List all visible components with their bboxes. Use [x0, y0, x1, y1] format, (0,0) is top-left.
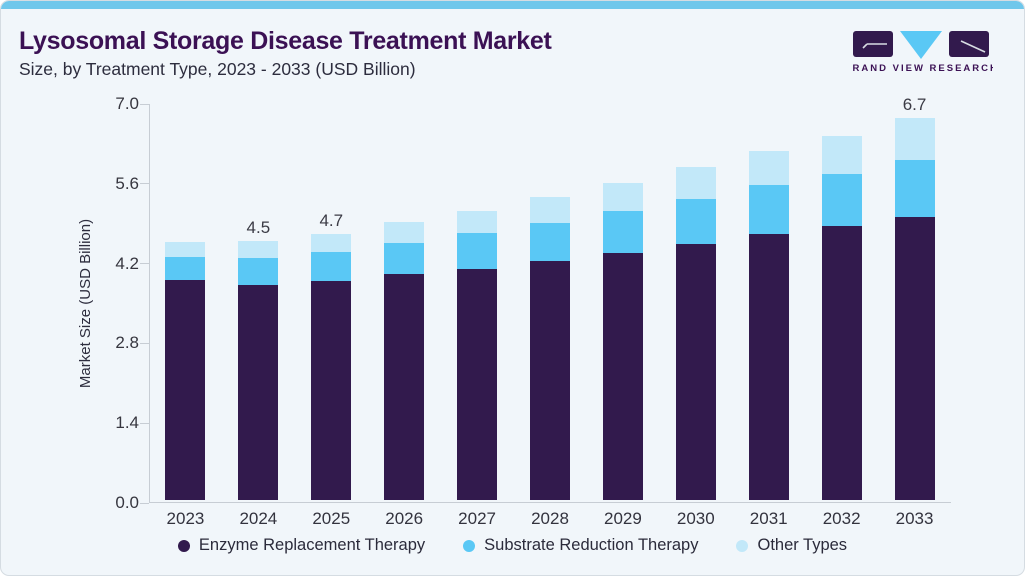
bar-2031: [748, 151, 789, 500]
bar-2025: [311, 233, 352, 500]
y-tick-mark: [140, 103, 149, 105]
bar-2026: [384, 222, 425, 500]
bar-segment: [748, 234, 789, 500]
y-tick-mark: [140, 422, 149, 424]
legend-dot-icon: [463, 539, 476, 552]
legend-dot-icon: [736, 539, 749, 552]
bar-segment: [675, 244, 716, 500]
y-axis-title: Market Size (USD Billion): [77, 218, 95, 389]
y-tick-mark: [140, 342, 149, 344]
y-tick-label: 5.6: [115, 173, 139, 193]
x-axis-label-2031: 2031: [749, 509, 788, 528]
y-tick-label: 4.2: [115, 253, 139, 273]
bar-segment: [530, 196, 570, 224]
bar-segment: [821, 225, 862, 500]
bar-2024: [238, 241, 279, 500]
x-axis-label-2023: 2023: [166, 509, 205, 528]
bar-2029: [602, 182, 643, 500]
y-tick-label: 2.8: [115, 333, 139, 353]
bar-segment: [748, 185, 789, 235]
chart-subtitle: Size, by Treatment Type, 2023 - 2033 (US…: [19, 59, 416, 79]
bar-segment: [821, 135, 862, 174]
bar-segment: [311, 251, 352, 282]
bar-segment: [384, 274, 425, 500]
x-axis-label-2029: 2029: [603, 509, 642, 528]
bar-segment: [311, 281, 352, 500]
bar-segment: [384, 222, 425, 243]
bar-segment: [748, 151, 789, 186]
bar-segment: [675, 198, 716, 245]
bar-segment: [602, 182, 643, 212]
bar-2030: [675, 166, 716, 500]
legend-item: Enzyme Replacement Therapy: [177, 536, 426, 555]
bar-segment: [457, 211, 498, 234]
x-axis-label-2033: 2033: [895, 509, 934, 528]
gvr-logo: GRAND VIEW RESEARCH: [843, 27, 997, 78]
gvr-logo-icon: GRAND VIEW RESEARCH: [843, 31, 997, 74]
plot-area: [149, 104, 951, 503]
bar-value-label-2025: 4.7: [319, 210, 344, 230]
y-tick-label: 0.0: [115, 493, 139, 512]
bar-segment: [530, 261, 570, 500]
bar-segment: [675, 166, 716, 199]
bar-segment: [311, 233, 352, 252]
x-axis-label-2032: 2032: [822, 509, 861, 528]
y-tick-label: 7.0: [115, 94, 139, 113]
bar-segment: [894, 118, 935, 161]
legend-dot-icon: [177, 539, 190, 552]
y-tick-mark: [140, 183, 149, 185]
legend-item: Other Types: [736, 536, 847, 555]
x-axis-label-2024: 2024: [239, 509, 278, 528]
bar-segment: [894, 160, 935, 217]
bar-segment: [602, 211, 643, 254]
bar-segment: [165, 242, 206, 258]
bar-value-label-2033: 6.7: [902, 95, 927, 115]
x-axis-label-2030: 2030: [676, 509, 715, 528]
x-axis-label-2026: 2026: [385, 509, 424, 528]
bar-segment: [238, 258, 279, 286]
bar-segment: [165, 280, 206, 500]
bar-2032: [821, 135, 862, 500]
bar-2033: [894, 118, 935, 500]
chart-legend: Enzyme Replacement Therapy Substrate Redu…: [1, 536, 1024, 555]
x-axis-label-2025: 2025: [312, 509, 351, 528]
bar-segment: [602, 253, 643, 500]
bar-segment: [165, 257, 206, 280]
bar-segment: [530, 223, 570, 262]
legend-label: Enzyme Replacement Therapy: [198, 536, 426, 554]
legend-item: Substrate Reduction Therapy: [463, 536, 698, 555]
top-accent-bar: [1, 1, 1024, 9]
bar-segment: [457, 268, 498, 500]
y-tick-mark: [140, 502, 149, 504]
bar-segment: [238, 285, 279, 500]
gvr-logo-text: GRAND VIEW RESEARCH: [853, 63, 993, 73]
bar-2028: [530, 196, 570, 500]
bar-segment: [894, 216, 935, 500]
bar-2027: [457, 211, 498, 500]
bar-segment: [457, 233, 498, 269]
page-title: Lysosomal Storage Disease Treatment Mark…: [19, 27, 552, 55]
legend-label: Substrate Reduction Therapy: [484, 536, 699, 554]
y-tick-mark: [140, 263, 149, 265]
bar-2023: [165, 242, 206, 500]
bar-segment: [238, 241, 279, 259]
legend-label: Other Types: [757, 536, 848, 554]
bar-segment: [821, 173, 862, 226]
bar-segment: [384, 242, 425, 275]
x-axis-label-2028: 2028: [531, 509, 569, 528]
y-tick-label: 1.4: [115, 413, 139, 433]
bar-value-label-2024: 4.5: [246, 218, 271, 238]
x-axis-label-2027: 2027: [458, 509, 496, 528]
